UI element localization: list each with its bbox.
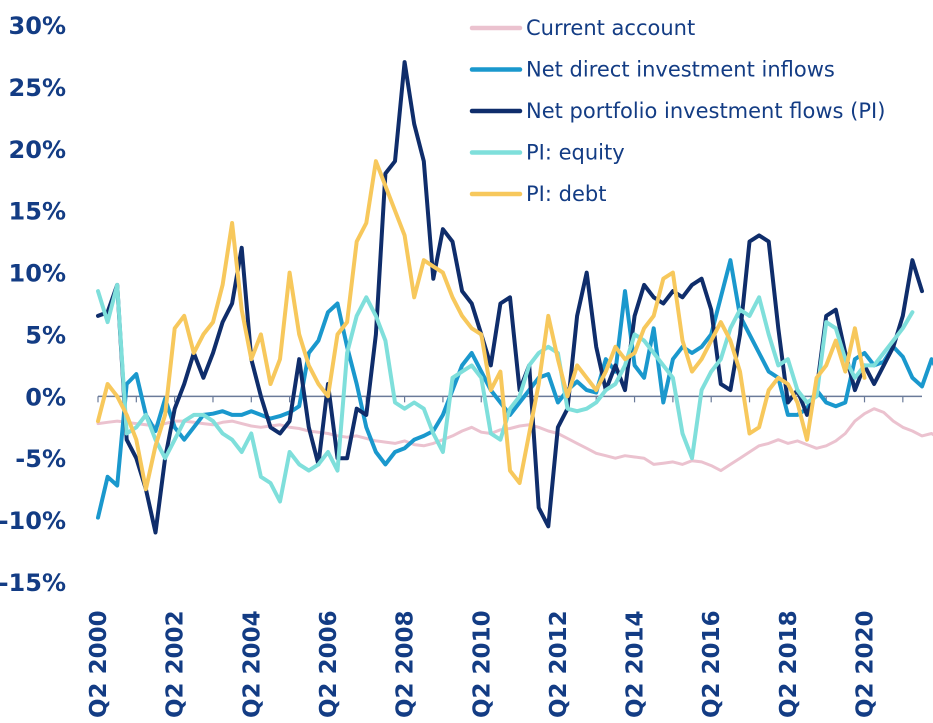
x-tick-label: Q2 2008 [393,610,419,718]
y-tick-label: 5% [25,321,66,349]
x-tick-label: Q2 2014 [623,610,649,718]
legend-label: PI: debt [526,182,606,206]
x-tick-label: Q2 2020 [853,610,879,718]
y-axis-tick-labels: 30% 25% 20% 15% 10% 5% 0% -5% -10% -15% [0,12,66,597]
y-tick-label: -15% [0,569,66,597]
y-tick-label: 20% [9,136,66,164]
series-line-pi-equity [96,282,915,504]
x-tick-label: Q2 2004 [239,610,265,718]
y-tick-label: -5% [15,445,66,473]
y-tick-label: -10% [0,507,66,535]
legend-label: Net portfolio investment flows (PI) [526,99,885,123]
series-lines [96,60,933,535]
x-axis-tick-labels: Q2 2000 Q2 2002 Q2 2004 Q2 2006 Q2 2008 Q2 20… [86,610,879,718]
x-tick-label: Q2 2006 [316,610,342,718]
x-tick-label: Q2 2000 [86,610,112,718]
x-tick-label: Q2 2018 [776,610,802,718]
x-tick-label: Q2 2016 [699,610,725,718]
y-tick-label: 15% [9,198,66,226]
series-line-net-portfolio-investment-flows-pi [96,60,924,535]
legend-label: PI: equity [526,141,625,165]
y-tick-label: 25% [9,74,66,102]
legend-label: Net direct investment inflows [526,58,835,82]
y-tick-label: 10% [9,260,66,288]
legend: Current account Net direct investment inf… [469,16,885,206]
x-tick-label: Q2 2010 [469,610,495,718]
legend-label: Current account [526,16,695,40]
y-tick-label: 30% [9,12,66,40]
series-line-pi-debt [96,159,867,492]
y-tick-label: 0% [25,383,66,411]
x-tick-label: Q2 2012 [546,610,572,718]
x-tick-label: Q2 2002 [163,610,189,718]
